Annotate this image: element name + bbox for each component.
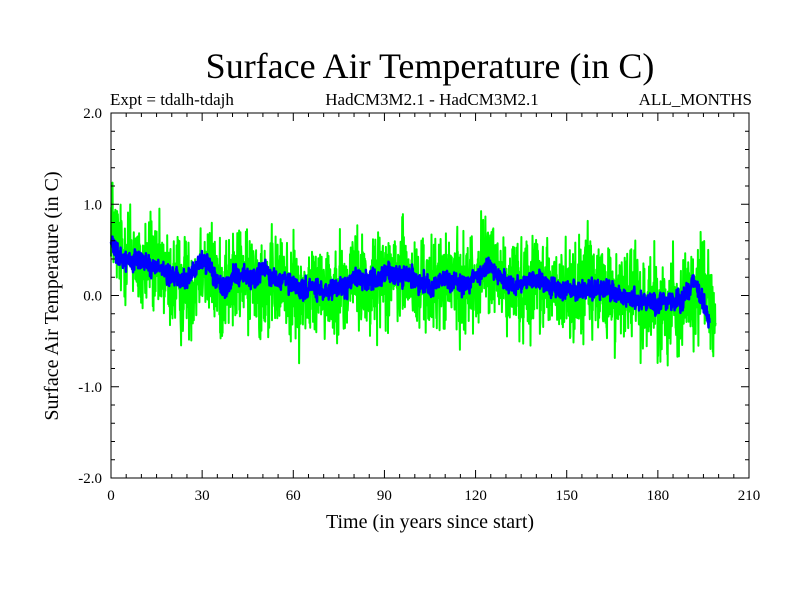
y-tick-label: 1.0: [83, 197, 102, 213]
chart-subtitle-right: ALL_MONTHS: [639, 90, 752, 109]
x-axis-label: Time (in years since start): [326, 511, 534, 533]
series-line-smoothed: [109, 235, 711, 329]
chart-subtitle-center: HadCM3M2.1 - HadCM3M2.1: [325, 90, 538, 109]
x-tick-label: 90: [377, 488, 392, 504]
x-tick-label: 150: [555, 488, 578, 504]
y-tick-label: -1.0: [78, 380, 102, 396]
x-tick-label: 180: [647, 488, 670, 504]
x-tick-label: 60: [286, 488, 301, 504]
chart-subtitle-left: Expt = tdalh-tdajh: [110, 90, 234, 109]
x-tick-label: 30: [195, 488, 210, 504]
y-tick-label: 2.0: [83, 106, 102, 122]
series-layer: [109, 181, 717, 367]
y-tick-label: 0.0: [83, 289, 102, 305]
y-tick-label: -2.0: [78, 471, 102, 487]
x-tick-label: 210: [738, 488, 761, 504]
x-tick-label: 0: [107, 488, 115, 504]
x-tick-label: 120: [464, 488, 487, 504]
series-line-monthly: [110, 181, 717, 367]
axes-layer: 0 30 60 90 120 150 180 210 -2.0 -1.0 0.0 1.0 2.0: [78, 106, 760, 504]
chart-title: Surface Air Temperature (in C): [206, 46, 655, 86]
y-axis-label: Surface Air Temperature (in C): [41, 171, 63, 420]
